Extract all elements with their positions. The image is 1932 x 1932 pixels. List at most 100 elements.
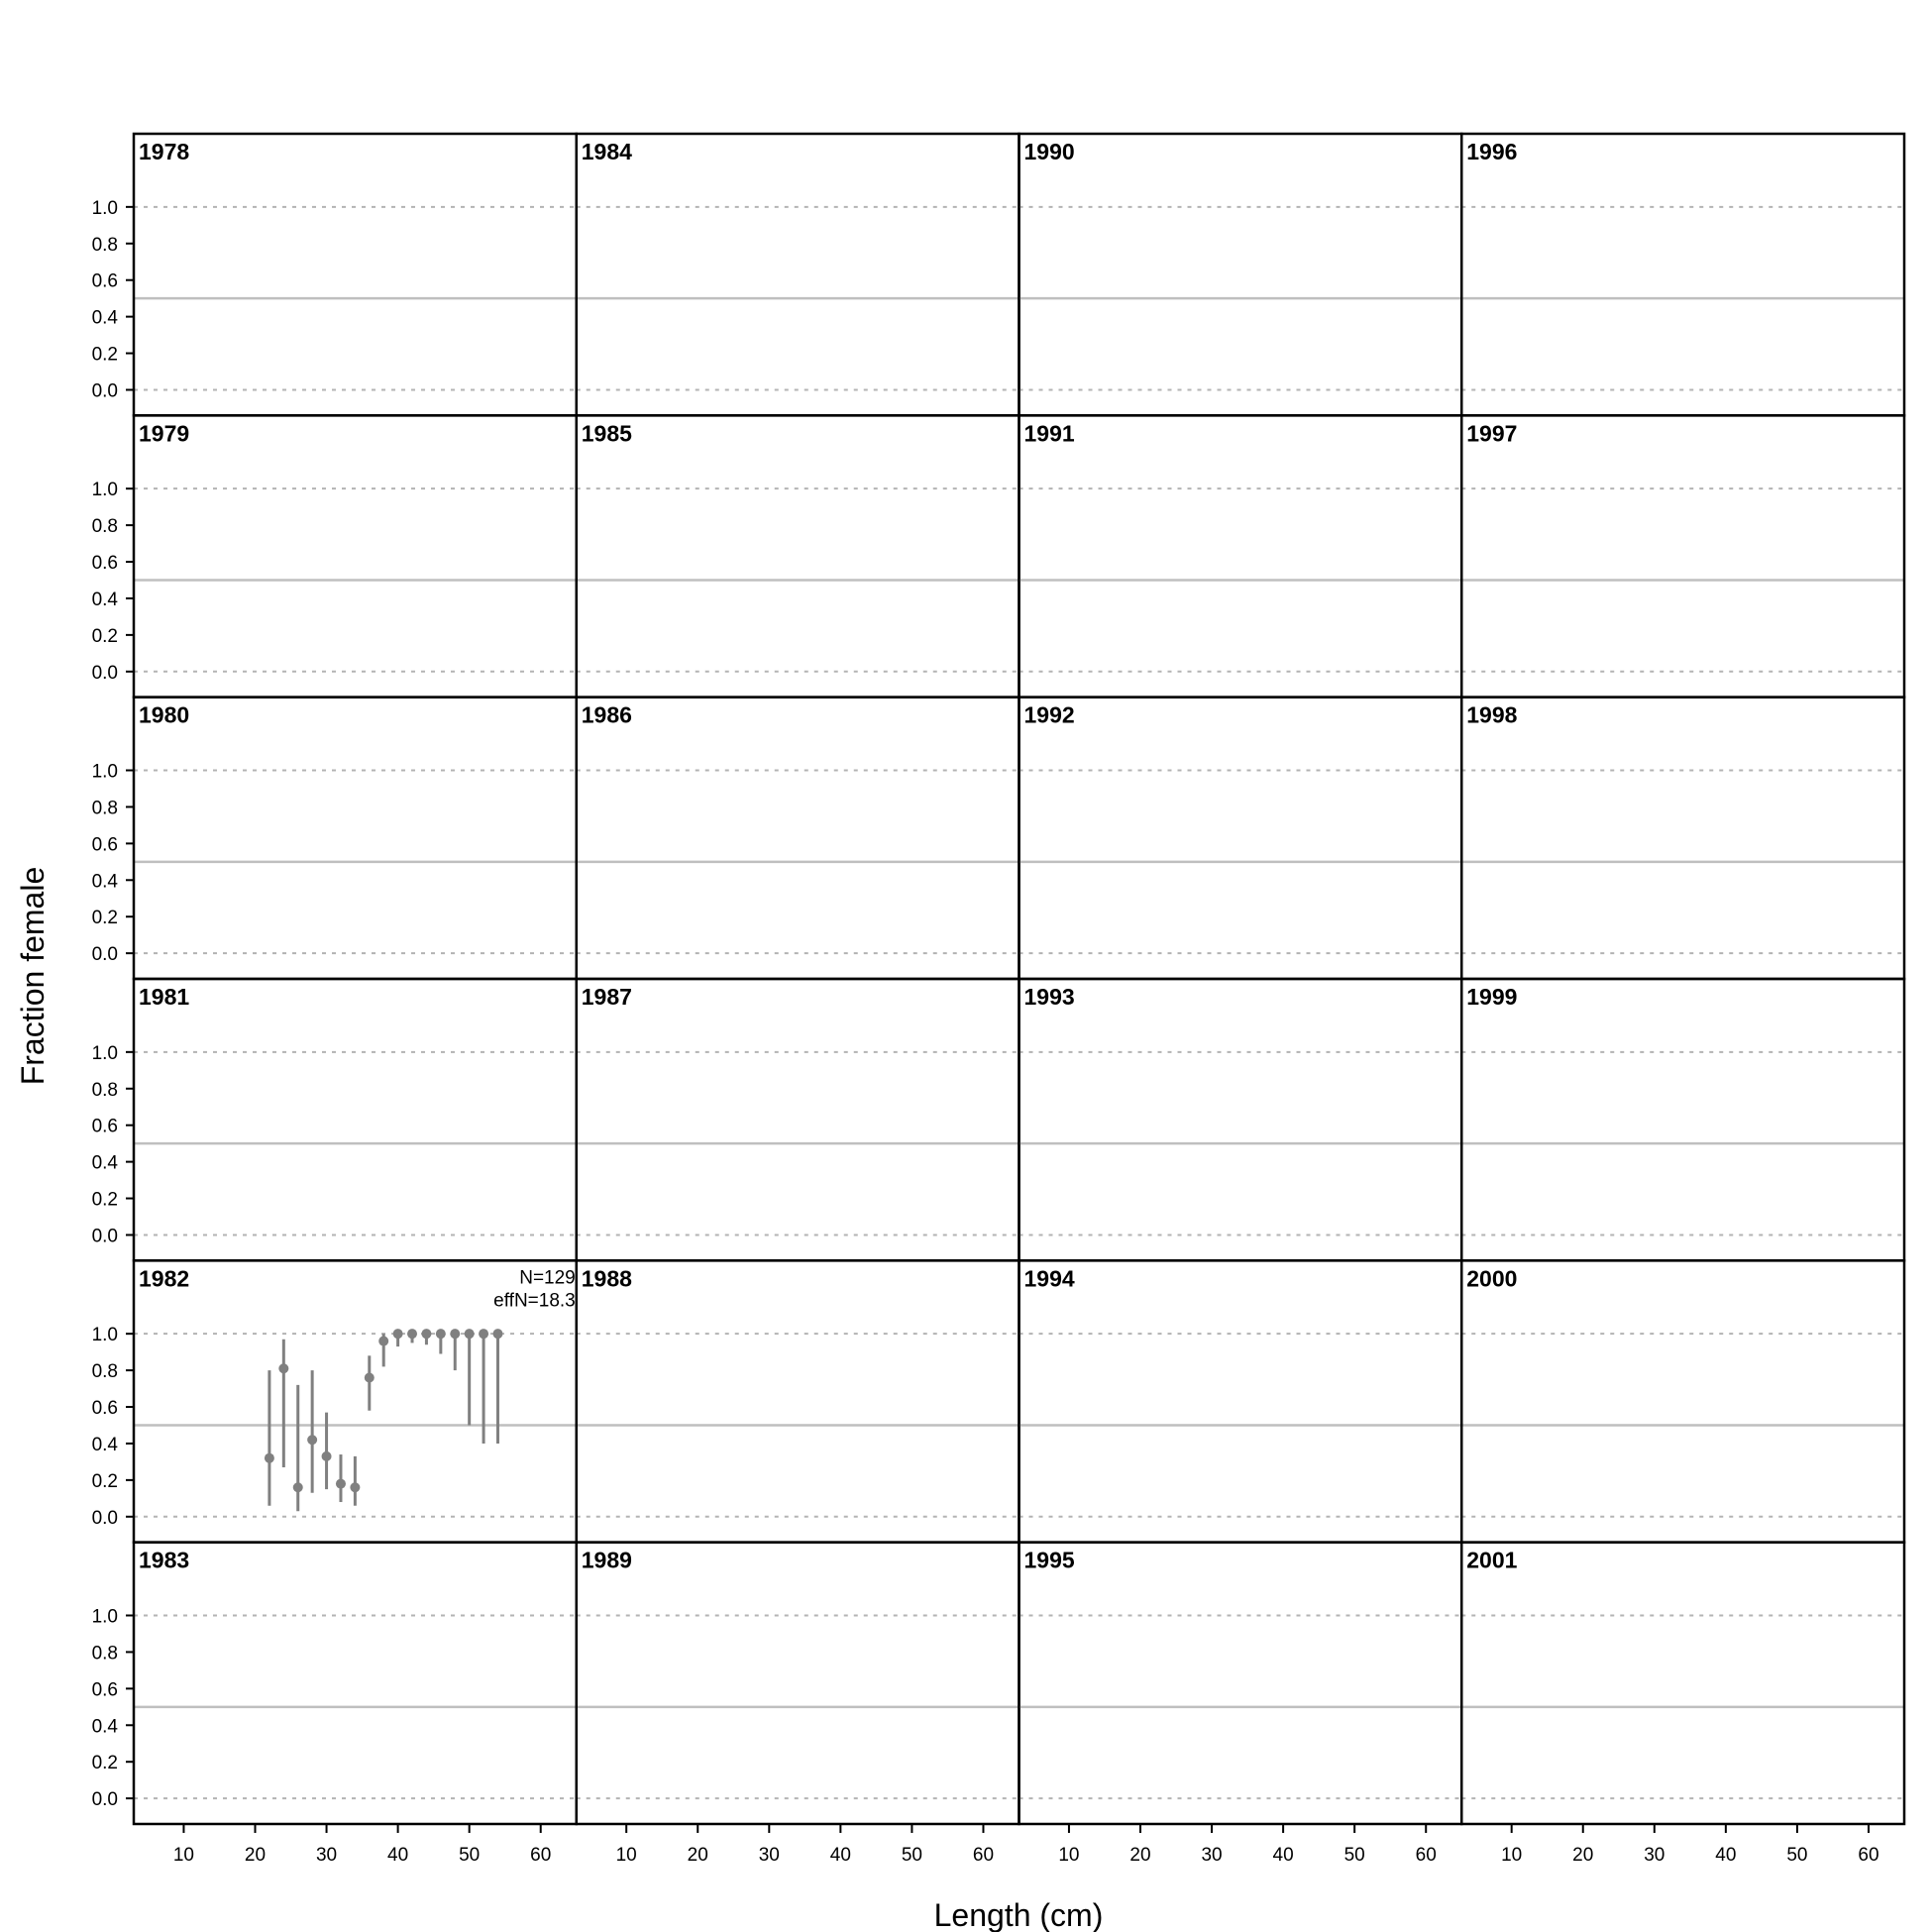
panel-border xyxy=(1018,414,1463,698)
panel-grid: 1978 0.0 0.2 0.4 0.6 0.8 1.0 1979 0.0 0.2 0.4 0.6 0.… xyxy=(92,132,1906,1866)
panel-border xyxy=(132,696,578,981)
panel-1996: 1996 xyxy=(1460,132,1906,417)
panel-year-label: 1979 xyxy=(139,420,189,446)
data-point xyxy=(307,1435,318,1446)
panel-year-label: 1992 xyxy=(1024,702,1075,728)
panel-year-label: 1991 xyxy=(1024,420,1075,446)
y-tick-label: 0.0 xyxy=(92,1789,118,1810)
y-tick-label: 0.6 xyxy=(92,271,118,292)
panel-year-label: 1998 xyxy=(1466,702,1517,728)
y-tick-label: 1.0 xyxy=(92,1607,118,1628)
x-tick-label: 40 xyxy=(1715,1845,1736,1866)
panel-border xyxy=(1018,1259,1463,1544)
y-tick-label: 0.0 xyxy=(92,1226,118,1246)
panel-1980: 1980 0.0 0.2 0.4 0.6 0.8 1.0 xyxy=(92,696,578,981)
data-point xyxy=(264,1452,274,1463)
panel-year-label: 1982 xyxy=(139,1265,189,1291)
y-tick-label: 0.6 xyxy=(92,834,118,855)
panel-border xyxy=(1460,1259,1906,1544)
panel-year-label: 2000 xyxy=(1466,1265,1517,1291)
data-point xyxy=(479,1329,489,1340)
y-tick-label: 1.0 xyxy=(92,480,118,500)
x-tick-label: 50 xyxy=(902,1845,922,1866)
panel-year-label: 1980 xyxy=(139,702,189,728)
y-tick-label: 0.2 xyxy=(92,908,118,928)
y-tick-label: 0.6 xyxy=(92,1398,118,1419)
panel-1993: 1993 xyxy=(1018,977,1463,1262)
panel-1995: 1995 10 20 30 40 50 60 xyxy=(1018,1541,1463,1866)
data-point xyxy=(421,1329,432,1340)
y-tick-label: 0.8 xyxy=(92,1361,118,1382)
panel-year-label: 1984 xyxy=(582,139,632,164)
panel-border xyxy=(132,977,578,1262)
x-tick-label: 30 xyxy=(316,1845,337,1866)
panel-1998: 1998 xyxy=(1460,696,1906,981)
y-tick-label: 0.2 xyxy=(92,1190,118,1211)
x-tick-label: 60 xyxy=(973,1845,994,1866)
data-point xyxy=(350,1482,361,1493)
y-tick-label: 0.6 xyxy=(92,1117,118,1137)
x-tick-label: 40 xyxy=(1273,1845,1294,1866)
panel-border xyxy=(575,414,1020,698)
y-tick-label: 0.4 xyxy=(92,1716,119,1737)
panel-1979: 1979 0.0 0.2 0.4 0.6 0.8 1.0 xyxy=(92,414,578,698)
panel-border xyxy=(1460,696,1906,981)
data-point xyxy=(464,1329,475,1340)
panel-year-label: 1997 xyxy=(1466,420,1517,446)
y-tick-label: 0.4 xyxy=(92,1153,119,1174)
y-tick-label: 0.4 xyxy=(92,1435,119,1455)
x-axis-title: Length (cm) xyxy=(934,1897,1104,1932)
y-tick-label: 1.0 xyxy=(92,198,118,219)
x-tick-label: 10 xyxy=(173,1845,194,1866)
panel-border xyxy=(575,977,1020,1262)
y-tick-label: 1.0 xyxy=(92,1325,118,1345)
panel-1999: 1999 xyxy=(1460,977,1906,1262)
panel-year-label: 1986 xyxy=(582,702,632,728)
panel-border xyxy=(132,132,578,417)
y-tick-label: 1.0 xyxy=(92,762,118,783)
y-tick-label: 0.4 xyxy=(92,308,119,329)
panel-border xyxy=(575,1259,1020,1544)
x-tick-label: 40 xyxy=(830,1845,851,1866)
data-point xyxy=(435,1329,446,1340)
n-label: N=129 xyxy=(519,1267,576,1288)
panel-1984: 1984 xyxy=(575,132,1020,417)
panel-1986: 1986 xyxy=(575,696,1020,981)
y-tick-label: 0.2 xyxy=(92,1753,118,1773)
data-point xyxy=(378,1336,389,1346)
x-tick-label: 20 xyxy=(1572,1845,1593,1866)
y-tick-label: 0.8 xyxy=(92,1643,118,1664)
y-tick-label: 0.2 xyxy=(92,626,118,647)
data-point xyxy=(392,1329,403,1340)
data-point xyxy=(450,1329,461,1340)
y-tick-label: 0.0 xyxy=(92,663,118,684)
panel-1978: 1978 0.0 0.2 0.4 0.6 0.8 1.0 xyxy=(92,132,578,417)
x-tick-label: 20 xyxy=(1129,1845,1150,1866)
data-point xyxy=(321,1450,332,1461)
x-tick-label: 20 xyxy=(245,1845,266,1866)
panel-2001: 2001 10 20 30 40 50 60 xyxy=(1460,1541,1906,1866)
panel-1987: 1987 xyxy=(575,977,1020,1262)
panel-border xyxy=(575,1541,1020,1826)
panel-year-label: 1999 xyxy=(1466,984,1517,1010)
y-tick-label: 0.2 xyxy=(92,345,118,366)
panel-year-label: 2001 xyxy=(1466,1548,1517,1573)
panel-1991: 1991 xyxy=(1018,414,1463,698)
panel-border xyxy=(132,414,578,698)
x-tick-label: 30 xyxy=(759,1845,780,1866)
panel-year-label: 1978 xyxy=(139,139,189,164)
panel-1988: 1988 xyxy=(575,1259,1020,1544)
data-point xyxy=(364,1372,375,1383)
panel-2000: 2000 xyxy=(1460,1259,1906,1544)
panel-year-label: 1994 xyxy=(1024,1265,1075,1291)
panel-border xyxy=(1460,977,1906,1262)
panel-border xyxy=(575,696,1020,981)
y-axis-title: Fraction female xyxy=(15,867,51,1086)
panel-border xyxy=(132,1541,578,1826)
panel-year-label: 1985 xyxy=(582,420,632,446)
panel-year-label: 1983 xyxy=(139,1548,189,1573)
x-tick-label: 30 xyxy=(1644,1845,1664,1866)
x-tick-label: 40 xyxy=(387,1845,408,1866)
